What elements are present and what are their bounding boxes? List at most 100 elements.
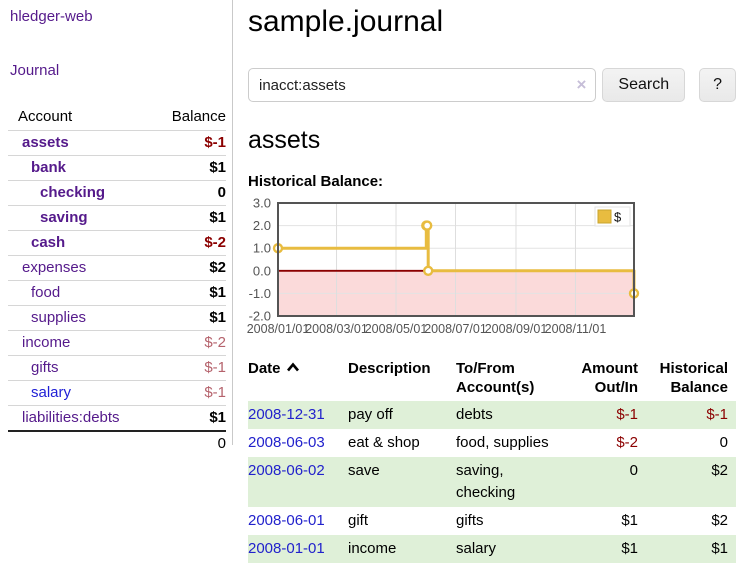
- transaction-amount: $1: [621, 540, 638, 557]
- account-row: food $1: [8, 280, 226, 306]
- transaction-balance: $-1: [706, 406, 728, 423]
- column-header-accounts: To/From Account(s): [456, 360, 535, 396]
- account-row: salary $-1: [8, 380, 226, 406]
- account-balance: 0: [154, 180, 226, 206]
- account-row: liabilities:debts $1: [8, 405, 226, 431]
- account-balance: $1: [154, 205, 226, 231]
- transaction-row[interactable]: 2008-06-01 gift gifts $1 $2: [248, 507, 736, 535]
- svg-text:2008/07/01: 2008/07/01: [424, 322, 487, 336]
- transaction-description: gift: [348, 512, 369, 529]
- account-row: expenses $2: [8, 255, 226, 281]
- account-balance: $-2: [154, 230, 226, 256]
- transaction-amount: $-1: [616, 406, 638, 423]
- transaction-amount: $1: [621, 512, 638, 529]
- transaction-description: save: [348, 462, 380, 479]
- column-header-balance: Historical Balance: [659, 360, 728, 396]
- page-title: sample.journal: [248, 5, 444, 38]
- transaction-row[interactable]: 2008-06-03 eat & shop food, supplies $-2 0: [248, 429, 736, 457]
- svg-text:1.0: 1.0: [253, 241, 271, 256]
- accounts-total-value: 0: [8, 430, 226, 456]
- svg-text:$: $: [614, 210, 622, 225]
- svg-text:2008/01/01: 2008/01/01: [247, 322, 310, 336]
- transaction-description: income: [348, 540, 397, 557]
- svg-text:2008/05/01: 2008/05/01: [365, 322, 428, 336]
- svg-text:2008/11/01: 2008/11/01: [545, 322, 607, 336]
- account-link[interactable]: expenses: [22, 259, 87, 276]
- clear-search-icon[interactable]: ×: [576, 75, 587, 94]
- account-link[interactable]: assets: [22, 134, 69, 151]
- accounts-table: Account Balance assets $-1 bank $1 checking 0…: [8, 105, 226, 456]
- historical-balance-chart: $3.0 2.0 1.0 0.0 -1.0 -2.02008/01/012008/03/0…: [247, 196, 640, 336]
- column-header-date[interactable]: Date: [248, 357, 348, 401]
- transactions-header-row: Date Description To/From Account(s) Amou…: [248, 357, 736, 401]
- sidebar-item-journal[interactable]: Journal: [10, 62, 60, 79]
- transaction-row[interactable]: 2008-12-31 pay off debts $-1 $-1: [248, 401, 736, 429]
- transaction-date-link[interactable]: 2008-06-03: [248, 434, 325, 451]
- account-balance: $1: [154, 305, 226, 331]
- svg-text:2.0: 2.0: [253, 218, 271, 233]
- account-balance: $-1: [154, 355, 226, 381]
- svg-text:3.0: 3.0: [253, 196, 271, 211]
- legend-swatch-icon: [597, 209, 612, 224]
- main-content: sample.journal × Search ? assets Histori…: [233, 0, 742, 563]
- column-header-description: Description: [348, 360, 431, 377]
- account-link[interactable]: bank: [31, 159, 67, 176]
- account-link[interactable]: gifts: [31, 359, 59, 376]
- transaction-balance: $1: [711, 540, 728, 557]
- svg-text:-1.0: -1.0: [249, 286, 271, 301]
- chart-label: Historical Balance:: [248, 173, 384, 190]
- search-input[interactable]: [248, 68, 597, 102]
- account-link[interactable]: food: [31, 284, 61, 301]
- account-balance: $2: [154, 255, 226, 281]
- account-link[interactable]: salary: [31, 384, 72, 401]
- account-balance: $1: [154, 155, 226, 181]
- account-balance: $-1: [154, 380, 226, 406]
- transactions-table-body: 2008-12-31 pay off debts $-1 $-1 2008-06-03 ea…: [248, 401, 736, 563]
- search-button[interactable]: Search: [602, 68, 686, 102]
- account-row: income $-2: [8, 330, 226, 356]
- transaction-row[interactable]: 2008-01-01 income salary $1 $1: [248, 535, 736, 563]
- transaction-date-link[interactable]: 2008-06-01: [248, 512, 325, 529]
- transaction-date-link[interactable]: 2008-12-31: [248, 406, 325, 423]
- app-brand-link[interactable]: hledger-web: [10, 8, 93, 25]
- sort-ascending-icon: [286, 362, 299, 372]
- transaction-row[interactable]: 2008-06-02 save saving, checking 0 $2: [248, 457, 736, 507]
- account-row: cash $-2: [8, 230, 226, 256]
- account-balance: $-1: [154, 130, 226, 156]
- search-form: × Search ?: [248, 68, 736, 102]
- sidebar: hledger-web Journal Account Balance asse…: [0, 0, 233, 456]
- account-link[interactable]: cash: [31, 234, 66, 251]
- transaction-description: pay off: [348, 406, 393, 423]
- svg-text:-2.0: -2.0: [249, 309, 271, 324]
- accounts-header-account: Account: [18, 108, 73, 125]
- account-link[interactable]: supplies: [31, 309, 87, 326]
- help-button[interactable]: ?: [699, 68, 736, 102]
- transaction-accounts: gifts: [456, 512, 484, 529]
- account-link[interactable]: saving: [40, 209, 88, 226]
- accounts-header-balance: Balance: [171, 108, 226, 125]
- account-row: assets $-1: [8, 130, 226, 156]
- account-row: checking 0: [8, 180, 226, 206]
- transaction-date-link[interactable]: 2008-06-02: [248, 462, 325, 479]
- transaction-date-link[interactable]: 2008-01-01: [248, 540, 325, 557]
- transaction-accounts: saving, checking: [456, 462, 516, 501]
- account-link[interactable]: checking: [40, 184, 106, 201]
- svg-text:2008/03/01: 2008/03/01: [305, 322, 368, 336]
- accounts-header-row: Account Balance: [8, 105, 226, 131]
- account-link[interactable]: income: [22, 334, 71, 351]
- account-row: supplies $1: [8, 305, 226, 331]
- svg-text:2008/09/01: 2008/09/01: [485, 322, 548, 336]
- transaction-balance: $2: [711, 462, 728, 479]
- transaction-accounts: debts: [456, 406, 493, 423]
- accounts-table-body: assets $-1 bank $1 checking 0 saving $1 cash $-2 e…: [8, 130, 226, 431]
- account-row: saving $1: [8, 205, 226, 231]
- account-section-title: assets: [248, 126, 321, 154]
- transaction-description: eat & shop: [348, 434, 420, 451]
- account-balance: $1: [154, 280, 226, 306]
- transaction-amount: $-2: [616, 434, 638, 451]
- account-row: bank $1: [8, 155, 226, 181]
- transaction-accounts: food, supplies: [456, 434, 549, 451]
- transaction-amount: 0: [629, 462, 638, 479]
- account-balance: $1: [154, 405, 226, 431]
- account-link[interactable]: liabilities:debts: [22, 409, 120, 426]
